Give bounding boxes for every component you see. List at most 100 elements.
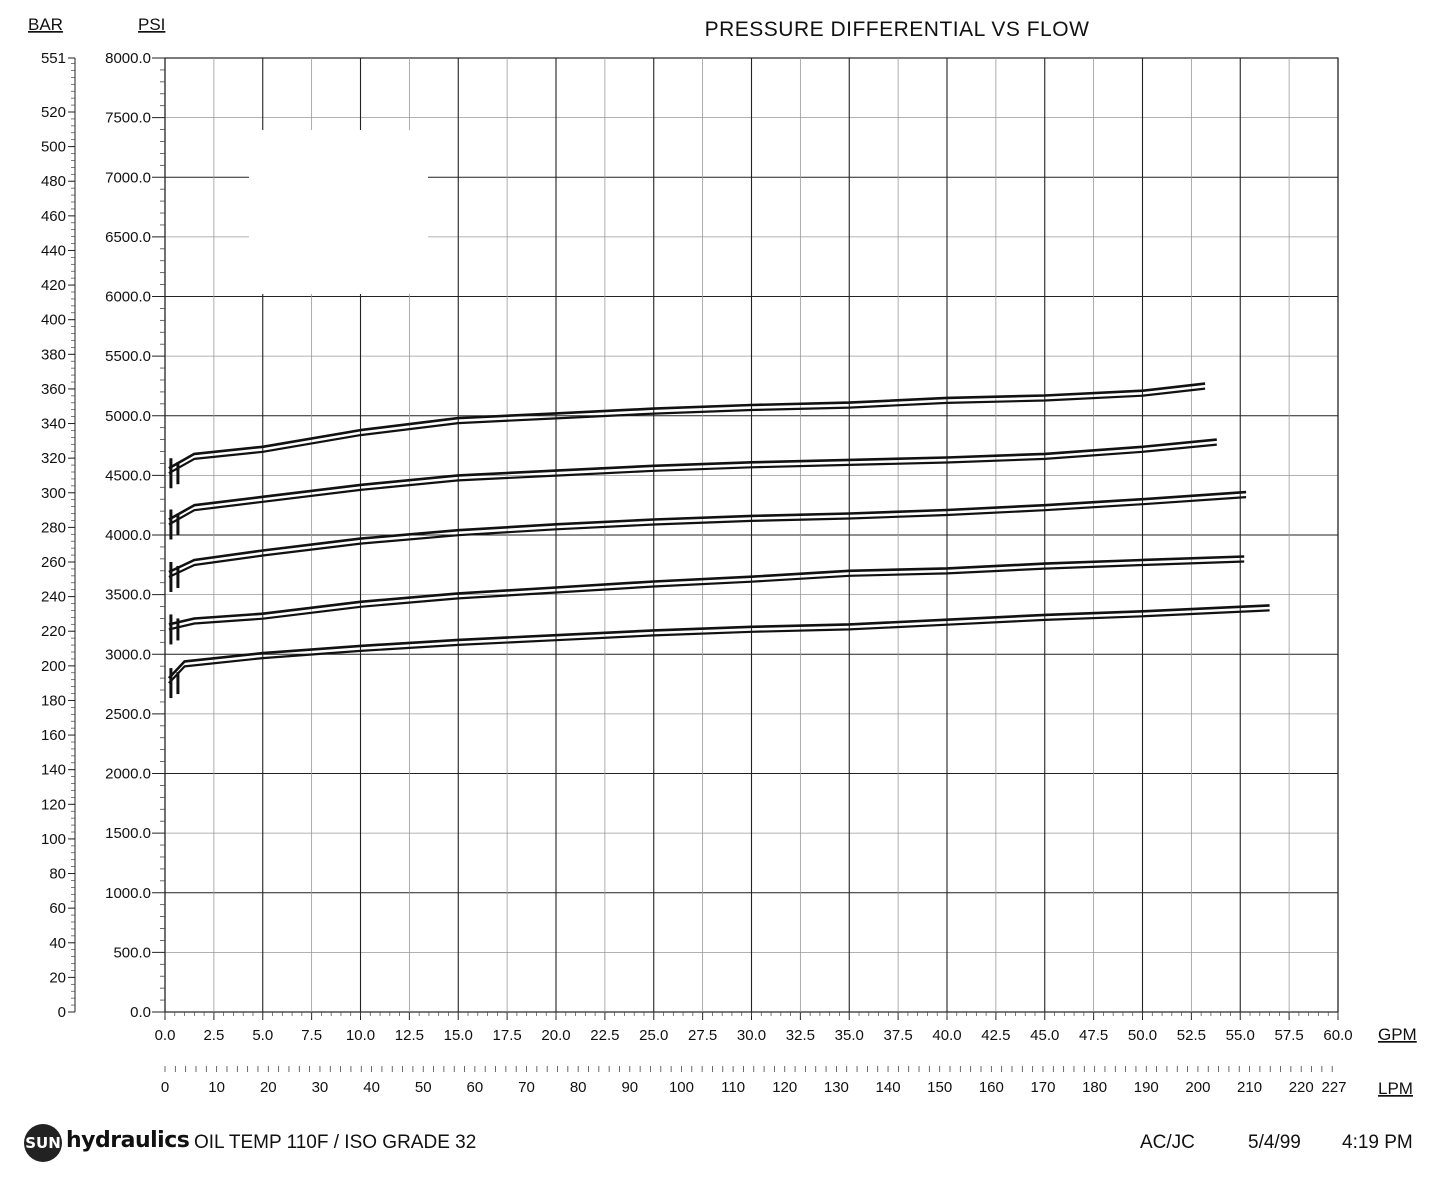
gpm-tick-label: 55.0 <box>1226 1027 1255 1044</box>
psi-tick-label: 5500.0 <box>105 348 151 365</box>
psi-tick-label: 2000.0 <box>105 766 151 783</box>
lpm-tick-label: 80 <box>570 1079 587 1096</box>
bar-tick-label: 420 <box>41 277 66 294</box>
series-return-line-5 <box>168 609 1270 684</box>
lpm-tick-label: 210 <box>1237 1079 1262 1096</box>
series-return-line-2 <box>168 443 1217 526</box>
pressure-flow-chart: 0204060801001201401601802002202402602803… <box>28 15 1417 1098</box>
lpm-tick-label: 90 <box>621 1079 638 1096</box>
lpm-tick-label: 190 <box>1134 1079 1159 1096</box>
bar-tick-label: 240 <box>41 589 66 606</box>
bar-tick-label: 400 <box>41 312 66 329</box>
gpm-tick-label: 27.5 <box>688 1027 717 1044</box>
gpm-tick-label: 2.5 <box>203 1027 224 1044</box>
gpm-tick-label: 0.0 <box>155 1027 176 1044</box>
gpm-tick-label: 22.5 <box>590 1027 619 1044</box>
legend-blank-area <box>249 130 428 294</box>
sun-logo-icon: SUN <box>24 1124 62 1162</box>
bar-tick-label: 360 <box>41 381 66 398</box>
lpm-tick-label: 200 <box>1185 1079 1210 1096</box>
series-layer <box>167 382 1270 699</box>
gpm-tick-label: 5.0 <box>252 1027 273 1044</box>
gpm-tick-label: 7.5 <box>301 1027 322 1044</box>
bar-tick-label: 380 <box>41 346 66 363</box>
bar-tick-label: 60 <box>49 900 66 917</box>
series-line-2 <box>168 438 1217 521</box>
lpm-axis: 0 10 20 30 40 50 60 70 80 90 100 110 120 130 140 150 160… <box>161 1066 1347 1096</box>
gpm-tick-label: 35.0 <box>835 1027 864 1044</box>
series-line-1 <box>168 382 1206 470</box>
series-line-3 <box>168 490 1247 574</box>
gpm-tick-label: 40.0 <box>932 1027 961 1044</box>
lpm-tick-label: 150 <box>927 1079 952 1096</box>
lpm-tick-label: 170 <box>1030 1079 1055 1096</box>
psi-tick-label: 2500.0 <box>105 706 151 723</box>
psi-tick-label: 8000.0 <box>105 50 151 67</box>
bar-tick-label: 120 <box>41 796 66 813</box>
gpm-tick-label: 52.5 <box>1177 1027 1206 1044</box>
gpm-tick-label: 15.0 <box>444 1027 473 1044</box>
psi-tick-label: 4000.0 <box>105 527 151 544</box>
bar-tick-label: 140 <box>41 762 66 779</box>
bar-tick-label: 480 <box>41 173 66 190</box>
bar-tick-label: 80 <box>49 866 66 883</box>
gpm-tick-label: 37.5 <box>884 1027 913 1044</box>
gpm-tick-label: 25.0 <box>639 1027 668 1044</box>
psi-unit-label: PSI <box>138 15 165 34</box>
test-conditions: OIL TEMP 110F / ISO GRADE 32 <box>194 1132 477 1153</box>
gpm-tick-label: 20.0 <box>541 1027 570 1044</box>
psi-tick-label: 0.0 <box>130 1004 151 1021</box>
gpm-tick-label: 30.0 <box>737 1027 766 1044</box>
gpm-tick-label: 17.5 <box>493 1027 522 1044</box>
psi-tick-label: 4500.0 <box>105 467 151 484</box>
lpm-tick-label: 130 <box>824 1079 849 1096</box>
bar-tick-label: 220 <box>41 623 66 640</box>
lpm-tick-label: 100 <box>669 1079 694 1096</box>
bar-tick-label: 280 <box>41 519 66 536</box>
gpm-tick-label: 42.5 <box>981 1027 1010 1044</box>
bar-tick-label: 100 <box>41 831 66 848</box>
bar-axis: 0 20 40 60 80 100 120 140 160 180 200 220 240 260 280 3… <box>41 50 76 1021</box>
psi-tick-label: 500.0 <box>113 944 151 961</box>
bar-tick-label: 520 <box>41 104 66 121</box>
bar-tick-label: 160 <box>41 727 66 744</box>
series-line-5 <box>167 604 1270 679</box>
bar-tick-label: 320 <box>41 450 66 467</box>
psi-tick-label: 6500.0 <box>105 229 151 246</box>
bar-tick-label: 460 <box>41 208 66 225</box>
bar-tick-label: 0 <box>58 1004 66 1021</box>
gpm-tick-label: 57.5 <box>1275 1027 1304 1044</box>
psi-tick-label: 1500.0 <box>105 825 151 842</box>
bar-tick-label: 180 <box>41 692 66 709</box>
lpm-tick-label: 0 <box>161 1079 169 1096</box>
bar-tick-label: 200 <box>41 658 66 675</box>
lpm-tick-label: 30 <box>312 1079 329 1096</box>
gpm-unit-label: GPM <box>1378 1025 1417 1044</box>
psi-tick-label: 5000.0 <box>105 408 151 425</box>
bar-tick-label: 440 <box>41 242 66 259</box>
psi-tick-label: 6000.0 <box>105 289 151 306</box>
psi-tick-label: 1000.0 <box>105 885 151 902</box>
brand-name: hydraulics <box>66 1128 190 1153</box>
test-date: 5/4/99 <box>1248 1132 1301 1153</box>
gpm-axis: 0.0 2.5 5.0 7.5 10.0 12.5 15.0 17.5 20.0 22.5 25.0… <box>155 1012 1353 1044</box>
bar-unit-label: BAR <box>28 15 63 34</box>
lpm-tick-label: 227 <box>1321 1079 1346 1096</box>
lpm-tick-label: 110 <box>721 1079 745 1096</box>
lpm-tick-label: 160 <box>979 1079 1004 1096</box>
psi-tick-label: 3000.0 <box>105 646 151 663</box>
bar-tick-label: 40 <box>49 935 66 952</box>
series-return-line-4 <box>168 560 1245 631</box>
series-return-line-1 <box>168 387 1206 475</box>
gpm-tick-label: 10.0 <box>346 1027 375 1044</box>
bar-tick-label: 500 <box>41 139 66 156</box>
psi-tick-label: 7000.0 <box>105 169 151 186</box>
psi-tick-label: 7500.0 <box>105 110 151 127</box>
bar-tick-label: 551 <box>41 50 66 67</box>
bar-tick-label: 340 <box>41 416 66 433</box>
psi-axis: 0.0 500.0 1000.0 1500.0 2000.0 2500.0 3000.0 35… <box>105 50 165 1021</box>
lpm-tick-label: 70 <box>518 1079 535 1096</box>
gpm-tick-label: 45.0 <box>1030 1027 1059 1044</box>
series-line-4 <box>168 555 1245 626</box>
bar-tick-label: 20 <box>49 969 66 986</box>
